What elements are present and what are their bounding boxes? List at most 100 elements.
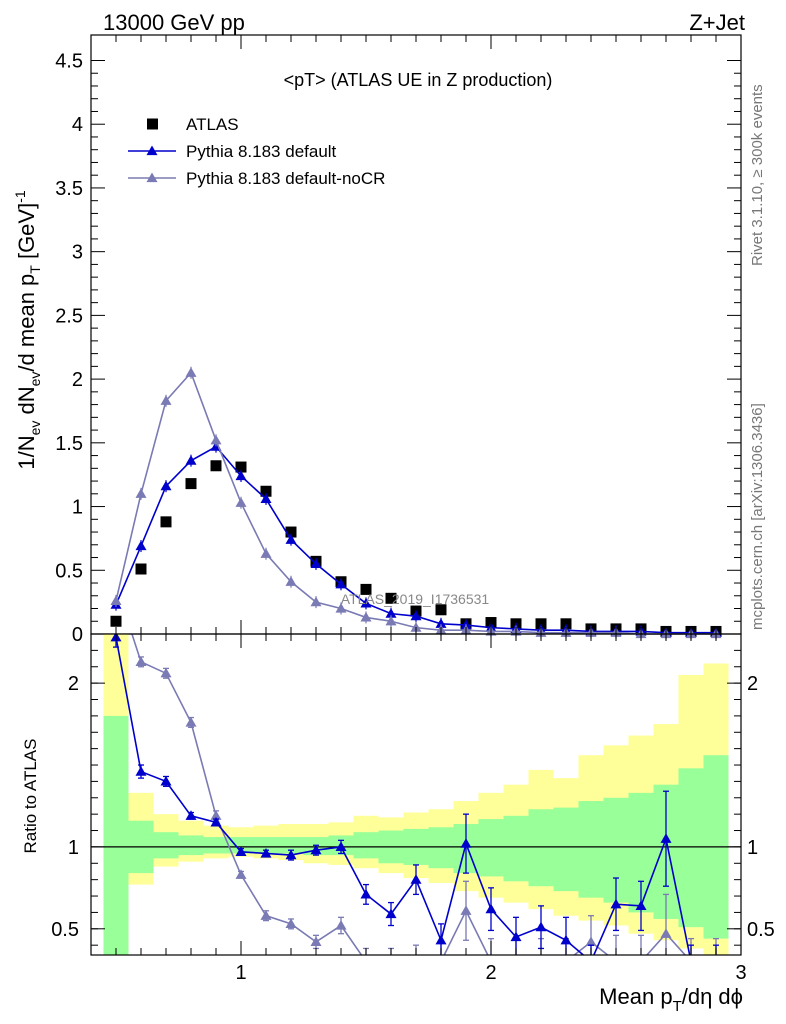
analysis-watermark: ATLAS_2019_I1736531 (341, 591, 490, 607)
uncertainty-band-green (678, 768, 704, 928)
ratio-data-point (135, 766, 147, 776)
uncertainty-band-green (503, 815, 529, 882)
legend-marker (147, 118, 158, 130)
data-point (335, 603, 347, 613)
ratio-data-point (585, 936, 597, 947)
ratio-data-point (686, 956, 697, 966)
data-point (385, 608, 397, 618)
legend: ATLAS Pythia 8.183 default Pythia 8.183 de… (128, 115, 385, 188)
svg-text:Mean pT/dη dϕ: Mean pT/dη dϕ (599, 984, 743, 1015)
ratio-data-point (561, 956, 572, 966)
ratio-data-point (210, 810, 222, 820)
ratio-data-point (610, 898, 622, 909)
uncertainty-band-green (228, 837, 254, 854)
y-tick-label: 1.5 (55, 433, 83, 455)
header-right: Z+Jet (689, 10, 745, 35)
data-point (260, 548, 272, 558)
data-point (235, 497, 247, 507)
data-point (385, 615, 397, 626)
data-point (285, 576, 297, 586)
ratio-y-tick-label-right: 1 (747, 837, 758, 859)
data-point (435, 604, 447, 616)
data-point (335, 578, 347, 589)
data-point (160, 480, 172, 491)
y-tick-label: 4 (72, 114, 83, 136)
ratio-data-point (310, 844, 322, 855)
x-tick-label: 1 (235, 962, 246, 984)
ratio-data-point (635, 900, 647, 910)
main-axes: 0 0.5 1 1.5 2 2.5 3 3.5 4 4.5 (55, 34, 742, 646)
data-point (135, 563, 147, 575)
y-tick-label: 3 (72, 242, 83, 264)
data-point (560, 618, 572, 630)
y-tick-label: 2 (72, 369, 83, 391)
ratio-y-tick-label: 2 (68, 673, 79, 695)
ratio-data-point (536, 956, 547, 966)
ratio-data-point (436, 956, 447, 966)
ratio-data-point (135, 656, 147, 666)
data-point (235, 461, 247, 473)
data-point (310, 558, 322, 569)
ratio-data-point (460, 838, 472, 848)
y-tick-label: 2.5 (55, 305, 83, 327)
uncertainty-band-green (428, 827, 454, 869)
ratio-data-point (335, 841, 347, 852)
uncertainty-band-green (528, 809, 554, 887)
ratio-data-point (235, 846, 247, 856)
ratio-data-point (411, 956, 422, 966)
data-point (260, 485, 272, 497)
ratio-axes: 0.5 0.5 1 1 2 2 1 2 3 (51, 633, 775, 984)
ratio-data-point (361, 956, 372, 966)
ratio-data-point (310, 936, 322, 947)
x-tick-label: 2 (485, 962, 496, 984)
y-axis-label-ratio: Ratio to ATLAS (21, 739, 40, 854)
ratio-data-point (410, 874, 422, 884)
legend-label: Pythia 8.183 default (186, 142, 337, 161)
ratio-y-tick-label: 0.5 (51, 919, 79, 941)
ratio-plot: 0.5 0.5 1 1 2 2 1 2 3 (51, 633, 775, 984)
ratio-data-point (611, 956, 622, 966)
ratio-data-point (485, 903, 497, 914)
data-point (385, 592, 397, 604)
ratio-data-point (711, 956, 722, 966)
data-point (110, 615, 122, 627)
ratio-data-point (185, 716, 197, 727)
data-point (260, 493, 272, 504)
ratio-data-point (285, 918, 297, 929)
ratio-data-point (435, 934, 447, 945)
mcplots-label: mcplots.cern.ch [arXiv:1306.3436] (749, 403, 766, 630)
data-point (435, 618, 447, 628)
ratio-data-point (360, 888, 372, 899)
data-point (185, 478, 197, 490)
uncertainty-band-green (103, 715, 129, 955)
ratio-data-point (511, 956, 522, 966)
y-tick-label: 0 (72, 624, 83, 646)
ratio-data-point (185, 810, 197, 820)
ratio-data-point (711, 956, 722, 966)
ratio-data-point (160, 667, 172, 678)
data-point (360, 611, 372, 622)
uncertainty-band-green (153, 832, 179, 859)
ratio-data-point (260, 847, 272, 858)
data-point (185, 455, 197, 465)
ratio-data-point (660, 833, 672, 843)
legend-marker (146, 145, 158, 156)
legend-marker (146, 172, 158, 183)
data-point (235, 470, 247, 481)
ratio-y-tick-label: 1 (68, 837, 79, 859)
data-point (210, 434, 222, 445)
ratio-y-tick-label-right: 0.5 (747, 919, 775, 941)
uncertainty-band-green (278, 837, 304, 854)
ratio-marks (110, 634, 722, 966)
ratio-data-point (385, 908, 397, 919)
ratio-data-point (460, 905, 472, 915)
ratio-data-point (285, 849, 297, 860)
ratio-data-point (210, 816, 222, 827)
ratio-data-point (535, 921, 547, 932)
uncertainty-band-green (203, 837, 229, 854)
uncertainty-band-green (253, 837, 279, 854)
uncertainty-band-green (578, 801, 604, 898)
data-point (185, 367, 197, 377)
ratio-data-point (260, 910, 272, 920)
